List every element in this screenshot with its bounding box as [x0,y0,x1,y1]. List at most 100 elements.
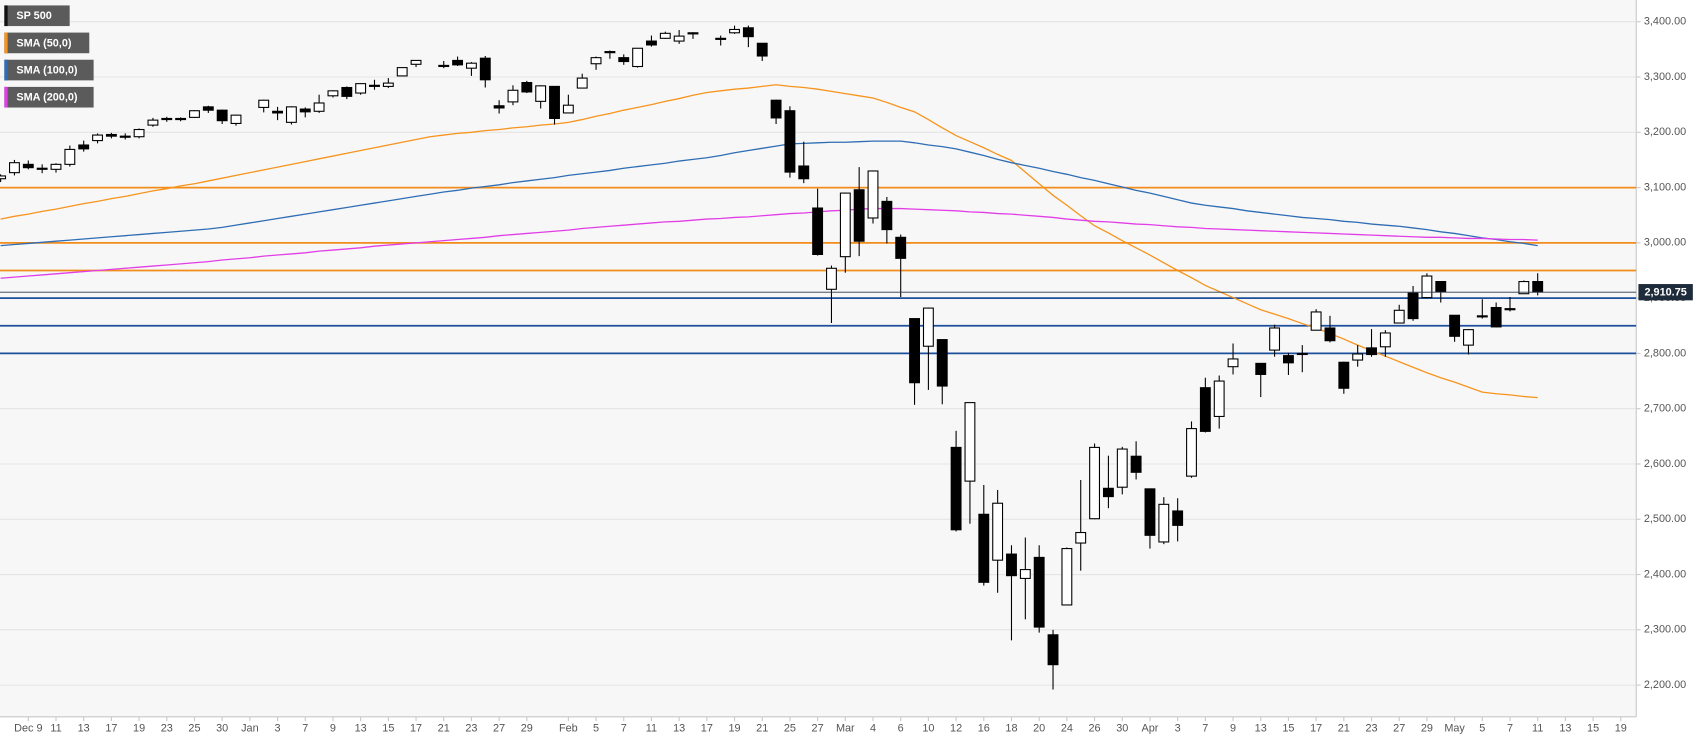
candle-body [576,77,588,89]
axes: 2,200.00 2,300.00 2,400.00 2,500.00 2,600.00… [14,16,1693,735]
legend-swatch [4,5,8,27]
candle-body [230,114,242,124]
candle-body [313,102,325,112]
candle-body [1407,292,1419,320]
candle-body [1144,488,1156,536]
candle-body [687,32,699,35]
sma-line [0,84,1538,399]
x-tick-label: 23 [1365,723,1377,735]
candle-body [895,236,907,259]
candle-body [964,402,976,482]
x-tick-label: 21 [1338,723,1350,735]
legend-label: SMA (200,0) [16,92,78,104]
candle-body [438,64,450,68]
candle-body [1116,448,1128,488]
x-tick-label: 9 [330,723,336,735]
legend: SP 500 SMA (50,0) SMA (100,0) SMA (200,0) [4,5,94,108]
candle-body [216,109,228,122]
candle-body [770,99,782,119]
candle-body [410,59,422,65]
x-tick-label: 13 [78,723,90,735]
candle-body [742,27,754,38]
candle-body [175,117,187,121]
plot [0,25,1637,690]
candle-body [465,62,477,69]
candle-body [1006,553,1017,577]
x-tick-label: 19 [1615,723,1627,735]
x-tick-label: 5 [1479,723,1485,735]
legend-swatch [4,86,8,108]
candle-body [1047,634,1059,666]
candle-body [1476,315,1488,318]
x-tick-label: 27 [1393,723,1405,735]
y-tick-label: 2,200.00 [1644,679,1686,691]
candle-body [1504,308,1516,311]
candle-body [22,163,34,169]
candle-body [881,200,893,231]
candle-body [161,117,173,121]
candle-body [604,51,616,54]
y-tick-label: 2,300.00 [1644,624,1686,636]
candle-body [1310,311,1322,331]
candle-body [1282,355,1294,364]
x-tick-label: 17 [410,723,422,735]
legend-label: SP 500 [16,10,51,22]
candle-body [272,110,284,114]
legend-box [4,59,94,81]
x-tick-label: 12 [950,723,962,735]
x-tick-label: 25 [188,723,200,735]
candle-body [867,170,879,219]
candle-body [258,99,270,108]
x-tick-label: 10 [922,723,934,735]
candle-body [1338,361,1350,389]
candle-body [479,57,491,81]
x-tick-label: 19 [133,723,145,735]
candle-body [1199,387,1211,432]
x-tick-label: 15 [1282,723,1294,735]
candle-body [1172,510,1184,526]
candle-body [978,513,990,583]
candle-body [1449,314,1461,337]
candle-body [1130,455,1142,473]
x-tick-label: Feb [559,723,578,735]
x-tick-label: Dec 9 [14,723,42,735]
candle-body [327,90,339,97]
x-tick-label: 15 [382,723,394,735]
x-tick-label: 11 [1532,723,1543,735]
legend-box [4,32,90,54]
legend-swatch [4,59,8,81]
candle-body [853,189,865,242]
x-tick-label: 30 [216,723,228,735]
y-tick-label: 2,400.00 [1644,568,1686,580]
x-tick-label: Mar [836,723,855,735]
candle-body [119,135,131,138]
candle-body [1352,353,1364,361]
candle-body [1255,362,1267,375]
candle-body [729,28,740,34]
candle-body [950,446,962,531]
x-tick-label: 7 [302,723,308,735]
x-tick-label: 3 [1175,723,1181,735]
candle-body [1393,309,1405,324]
y-tick-label: 3,400.00 [1644,16,1686,28]
candle-body [826,267,837,290]
x-tick-label: 6 [898,723,904,735]
x-tick-label: 11 [50,723,61,735]
candle-body [1102,487,1114,498]
x-tick-label: 11 [646,723,657,735]
candle-body [715,37,727,40]
candle-body [646,40,657,46]
x-tick-label: 21 [756,723,768,735]
candle-body [549,85,560,120]
candle-body [1061,548,1073,606]
candle-body [133,128,145,138]
x-tick-label: 24 [1061,723,1073,735]
last-price-box [1638,284,1693,301]
candle-body [1213,380,1225,417]
legend-label: SMA (100,0) [16,64,78,76]
candle-body [50,163,62,170]
x-tick-label: 17 [1310,723,1322,735]
y-tick-label: 3,200.00 [1644,126,1686,138]
candle-body [1227,358,1239,368]
candle-body [369,84,380,87]
